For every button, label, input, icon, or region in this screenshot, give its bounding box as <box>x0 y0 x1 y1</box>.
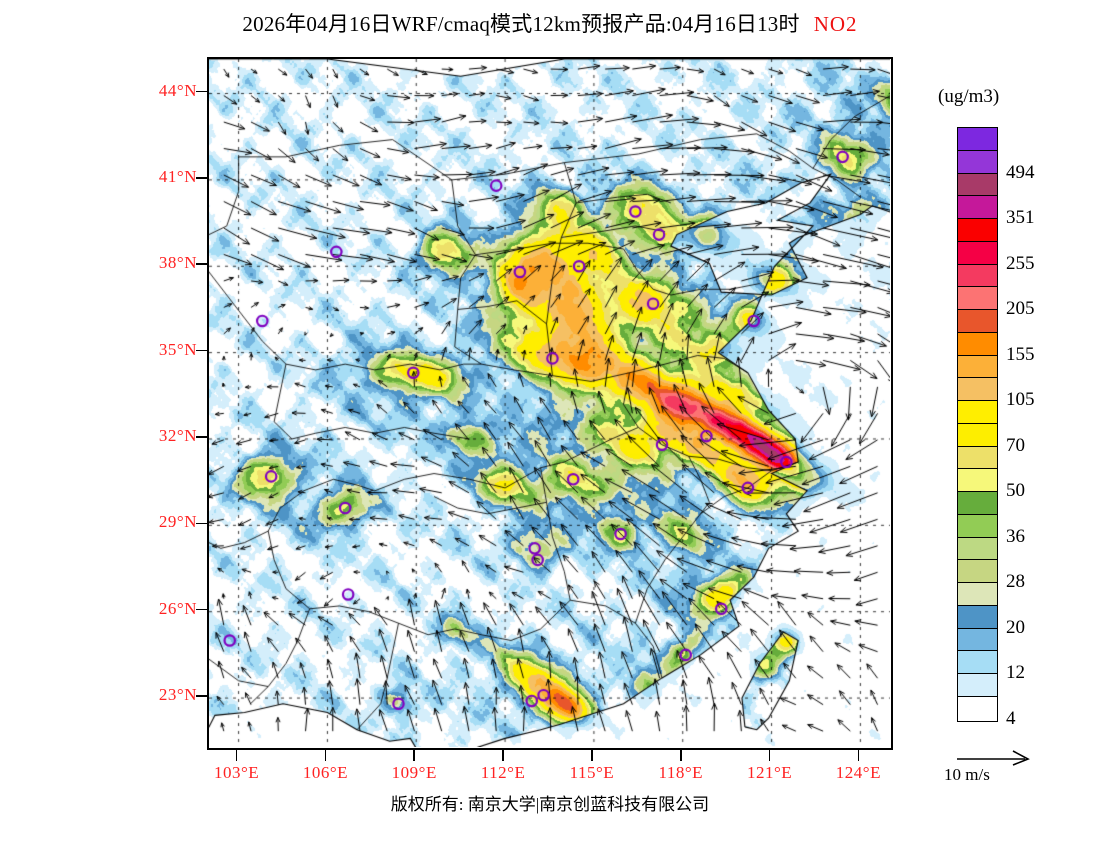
colorbar-segment <box>958 583 997 606</box>
lon-axis-tick <box>413 750 416 761</box>
lon-axis-label: 109°E <box>391 763 437 782</box>
colorbar-segment <box>958 446 997 470</box>
title-species-label: NO2 <box>813 12 858 36</box>
colorbar-segment <box>958 696 997 720</box>
lon-axis-label: 124°E <box>835 763 881 782</box>
colorbar-segment <box>958 537 997 561</box>
lat-axis-tick <box>196 263 207 266</box>
lat-axis-label: 32°N <box>158 425 197 445</box>
colorbar-tick-label: 12 <box>1006 662 1025 684</box>
colorbar-segment <box>958 287 997 310</box>
lon-axis-tick <box>235 750 238 761</box>
colorbar-segment <box>958 401 997 424</box>
lon-axis-tick <box>857 750 860 761</box>
lon-axis-tick <box>502 750 504 761</box>
chart-title: 2026年04月16日WRF/cmaq模式12km预报产品:04月16日13时 N… <box>0 8 1100 38</box>
colorbar-tick-label: 28 <box>1006 571 1025 593</box>
title-main-text: 2026年04月16日WRF/cmaq模式12km预报产品:04月16日13时 <box>242 12 800 36</box>
lon-axis-label: 121°E <box>746 763 793 782</box>
lat-axis-label: 29°N <box>158 512 197 532</box>
colorbar-segment <box>958 173 997 197</box>
lon-axis-label: 118°E <box>658 763 704 782</box>
lat-axis-tick <box>196 608 207 611</box>
colorbar-segment <box>958 651 997 674</box>
colorbar-tick-label: 36 <box>1006 525 1025 547</box>
colorbar-tick-label: 494 <box>1006 161 1035 183</box>
colorbar-segment <box>958 310 997 333</box>
colorbar-tick-label: 70 <box>1006 434 1025 456</box>
colorbar[interactable] <box>957 127 998 722</box>
colorbar-segment <box>958 150 997 174</box>
colorbar-tick-label: 155 <box>1006 343 1035 365</box>
colorbar-segment <box>958 241 997 265</box>
lon-axis-label: 115°E <box>569 763 615 782</box>
lat-axis-label: 26°N <box>158 598 197 618</box>
colorbar-segment <box>958 219 997 242</box>
colorbar-tick-label: 105 <box>1006 389 1035 411</box>
lat-axis-label: 23°N <box>158 685 197 705</box>
colorbar-tick-label: 351 <box>1006 207 1035 229</box>
wind-scale-label: 10 m/s <box>944 765 990 784</box>
lat-axis-label: 35°N <box>158 339 197 359</box>
lat-axis-tick <box>196 522 207 525</box>
colorbar-tick-label: 50 <box>1006 480 1025 502</box>
concentration-field-canvas <box>209 59 890 747</box>
colorbar-segment <box>958 196 997 219</box>
lat-axis-tick <box>196 177 207 179</box>
colorbar-segment <box>958 264 997 288</box>
colorbar-segment <box>958 378 997 401</box>
colorbar-segment <box>958 332 997 356</box>
lat-axis-label: 44°N <box>158 80 197 100</box>
colorbar-segment <box>958 514 997 538</box>
lon-axis-label: 103°E <box>214 763 260 782</box>
lon-axis-label: 106°E <box>302 763 349 782</box>
lat-axis-tick <box>196 90 207 93</box>
colorbar-segment <box>958 560 997 583</box>
lat-axis-tick <box>196 695 207 697</box>
colorbar-units-label: (ug/m3) <box>938 86 1000 107</box>
colorbar-tick-label: 205 <box>1006 298 1035 320</box>
colorbar-segment <box>958 492 997 515</box>
lon-axis-tick <box>768 750 771 761</box>
copyright-footer: 版权所有: 南京大学|南京创蓝科技有限公司 <box>390 795 710 814</box>
colorbar-segment <box>958 628 997 652</box>
colorbar-tick-label: 4 <box>1006 707 1016 729</box>
colorbar-segment <box>958 128 997 151</box>
lon-axis-tick <box>324 750 327 761</box>
map-plot-area[interactable] <box>207 57 893 750</box>
lon-axis-label: 112°E <box>480 763 526 782</box>
colorbar-segment <box>958 355 997 379</box>
colorbar-segment <box>958 605 997 629</box>
lat-axis-tick <box>196 436 207 438</box>
colorbar-tick-label: 255 <box>1006 252 1035 274</box>
lat-axis-label: 41°N <box>158 166 197 186</box>
lon-axis-tick <box>679 750 682 761</box>
lat-axis-tick <box>196 349 207 352</box>
colorbar-tick-label: 20 <box>1006 616 1025 638</box>
colorbar-segment <box>958 469 997 492</box>
lon-axis-tick <box>591 750 593 761</box>
lat-axis-label: 38°N <box>158 253 197 273</box>
colorbar-segment <box>958 674 997 697</box>
wind-scale-arrow-icon <box>957 750 1030 766</box>
colorbar-segment <box>958 423 997 447</box>
